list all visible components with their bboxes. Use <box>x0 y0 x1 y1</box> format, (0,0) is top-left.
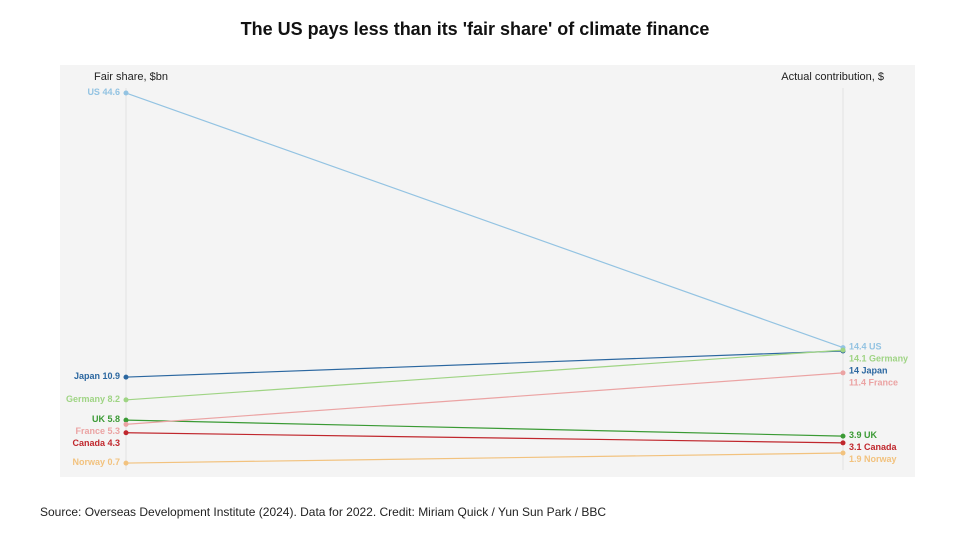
source: Source: Overseas Development Institute (… <box>40 505 606 519</box>
dot <box>840 370 846 376</box>
value-label: 11.4 <box>849 378 866 388</box>
series-name: UK <box>92 414 105 424</box>
value-label: 5.8 <box>107 414 120 424</box>
dot <box>123 374 129 380</box>
right-label: 14.1 Germany <box>849 354 908 364</box>
series-name: Japan <box>74 371 100 381</box>
value-label: 14.4 <box>849 342 867 352</box>
series-name: Germany <box>66 394 105 404</box>
right-label: 3.1 Canada <box>849 442 898 452</box>
series-name: Norway <box>72 457 105 467</box>
dot <box>840 433 846 439</box>
left-label: US 44.6 <box>87 87 120 97</box>
series-name: US <box>869 342 882 352</box>
chart-title: The US pays less than its 'fair share' o… <box>241 19 710 39</box>
slope-line <box>125 92 844 349</box>
dot <box>123 397 129 403</box>
dot <box>123 460 129 466</box>
dot <box>123 90 129 96</box>
slope-line <box>125 432 844 444</box>
dot <box>123 430 129 436</box>
right-label: 3.9 UK <box>849 430 878 440</box>
slope-line <box>125 452 844 464</box>
left-label: Canada 4.3 <box>72 438 120 448</box>
value-label: 8.2 <box>107 394 120 404</box>
dot <box>840 440 846 446</box>
slope-line <box>125 350 844 378</box>
series-name: Canada <box>864 442 898 452</box>
dot <box>840 450 846 456</box>
slope-line <box>125 349 844 401</box>
right-header: Actual contribution, $ <box>781 71 884 83</box>
series-name: US <box>87 87 100 97</box>
plot-background <box>60 65 915 477</box>
series-name: France <box>869 378 899 388</box>
value-label: 3.1 <box>849 442 862 452</box>
value-label: 1.9 <box>849 454 862 464</box>
value-label: 14.1 <box>849 354 867 364</box>
left-label: Japan 10.9 <box>74 371 120 381</box>
left-label: UK 5.8 <box>92 414 120 424</box>
value-label: 44.6 <box>102 87 120 97</box>
right-label: 14 Japan <box>849 366 888 376</box>
series-name: UK <box>864 430 877 440</box>
series-name: Norway <box>864 454 897 464</box>
series-name: France <box>75 426 105 436</box>
value-label: 14 <box>849 366 859 376</box>
left-label: Norway 0.7 <box>72 457 120 467</box>
series-name: Japan <box>862 366 888 376</box>
left-label: France 5.3 <box>75 426 120 436</box>
dot <box>123 421 129 427</box>
left-header: Fair share, $bn <box>94 71 168 83</box>
value-label: 5.3 <box>107 426 120 436</box>
right-label: 11.4 France <box>849 378 898 388</box>
value-label: 0.7 <box>107 457 120 467</box>
slope-line <box>125 372 844 425</box>
series-name: Germany <box>869 354 908 364</box>
value-label: 3.9 <box>849 430 862 440</box>
dot <box>123 417 129 423</box>
dot <box>840 347 846 353</box>
value-label: 10.9 <box>102 371 120 381</box>
right-label: 14.4 US <box>849 342 882 352</box>
value-label: 4.3 <box>107 438 120 448</box>
right-label: 1.9 Norway <box>849 454 897 464</box>
slope-line <box>125 419 844 437</box>
left-label: Germany 8.2 <box>66 394 120 404</box>
series-name: Canada <box>72 438 106 448</box>
